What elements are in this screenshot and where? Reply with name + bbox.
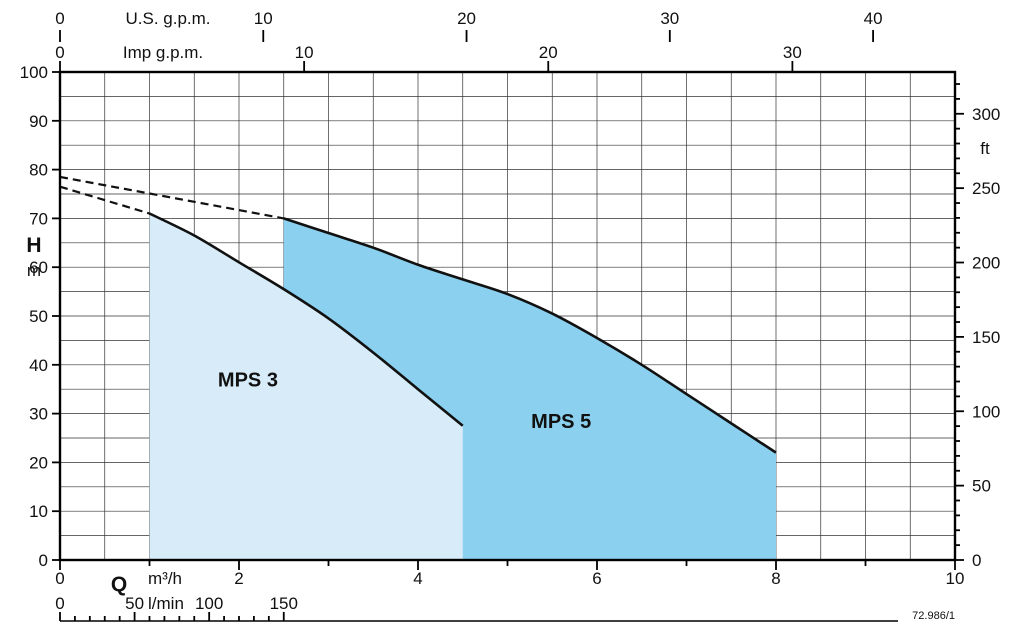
axis-tick-label: 250: [972, 179, 1000, 198]
axis-title-ft: ft: [980, 139, 990, 158]
series-label-mps-3: MPS 3: [218, 369, 278, 391]
axis-tick-label: 30: [783, 43, 802, 62]
axis-tick-label: 200: [972, 254, 1000, 273]
axis-tick-label: 2: [234, 569, 243, 588]
axis-tick-label: 150: [270, 594, 298, 613]
axis-tick-label: 4: [413, 569, 422, 588]
axis-tick-label: 30: [660, 9, 679, 28]
dashed-extension-mps-5: [59, 175, 284, 220]
axis-tick-label: 150: [972, 328, 1000, 347]
axis-tick-label: 20: [539, 43, 558, 62]
curve-mps-5: [283, 217, 777, 454]
axis-tick-label: 50: [972, 477, 991, 496]
axis-tick-label: 8: [771, 569, 780, 588]
axis-tick-label: 10: [295, 43, 314, 62]
axis-tick-label: 10: [29, 502, 48, 521]
curve-mps-3: [148, 212, 464, 427]
axis-unit-m3h: m³/h: [148, 569, 182, 588]
axis-unit-lmin: l/min: [148, 594, 184, 613]
axis-tick-label: 100: [195, 594, 223, 613]
axis-ticks: [52, 30, 964, 621]
axis-tick-label: 80: [29, 161, 48, 180]
axis-tick-label: 100: [972, 402, 1000, 421]
axis-title-imp-gpm: Imp g.p.m.: [123, 43, 203, 62]
axis-unit-m: m: [27, 261, 41, 280]
axis-tick-label: 0: [972, 551, 981, 570]
axis-tick-label: 50: [29, 307, 48, 326]
axis-title-h: H: [26, 234, 41, 257]
axis-tick-label: 20: [457, 9, 476, 28]
axis-title-us-gpm: U.S. g.p.m.: [125, 9, 210, 28]
axis-tick-label: 300: [972, 105, 1000, 124]
axis-tick-label: 6: [592, 569, 601, 588]
dashed-extension-mps-3: [59, 185, 150, 215]
drawing-code: 72.986/1: [912, 610, 955, 622]
axis-tick-label: 20: [29, 453, 48, 472]
axis-tick-label: 0: [55, 43, 64, 62]
series-curves: [59, 175, 777, 454]
axis-tick-label: 0: [39, 551, 48, 570]
axis-tick-label: 0: [55, 569, 64, 588]
axis-tick-label: 40: [29, 356, 48, 375]
series-areas: [149, 213, 776, 560]
axis-tick-label: 70: [29, 209, 48, 228]
axis-tick-label: 60: [29, 258, 48, 277]
axis-tick-label: 0: [55, 9, 64, 28]
axis-tick-label: 30: [29, 405, 48, 424]
axis-tick-label: 10: [946, 569, 965, 588]
area-mps-3: [149, 213, 463, 560]
axis-tick-label: 0: [55, 594, 64, 613]
axis-tick-label: 10: [254, 9, 273, 28]
axis-tick-label: 100: [20, 63, 48, 82]
series-label-mps-5: MPS 5: [531, 411, 591, 433]
axis-title-q: Q: [111, 573, 127, 596]
axis-tick-label: 90: [29, 112, 48, 131]
axis-tick-label: 40: [864, 9, 883, 28]
axis-tick-label: 50: [125, 594, 144, 613]
